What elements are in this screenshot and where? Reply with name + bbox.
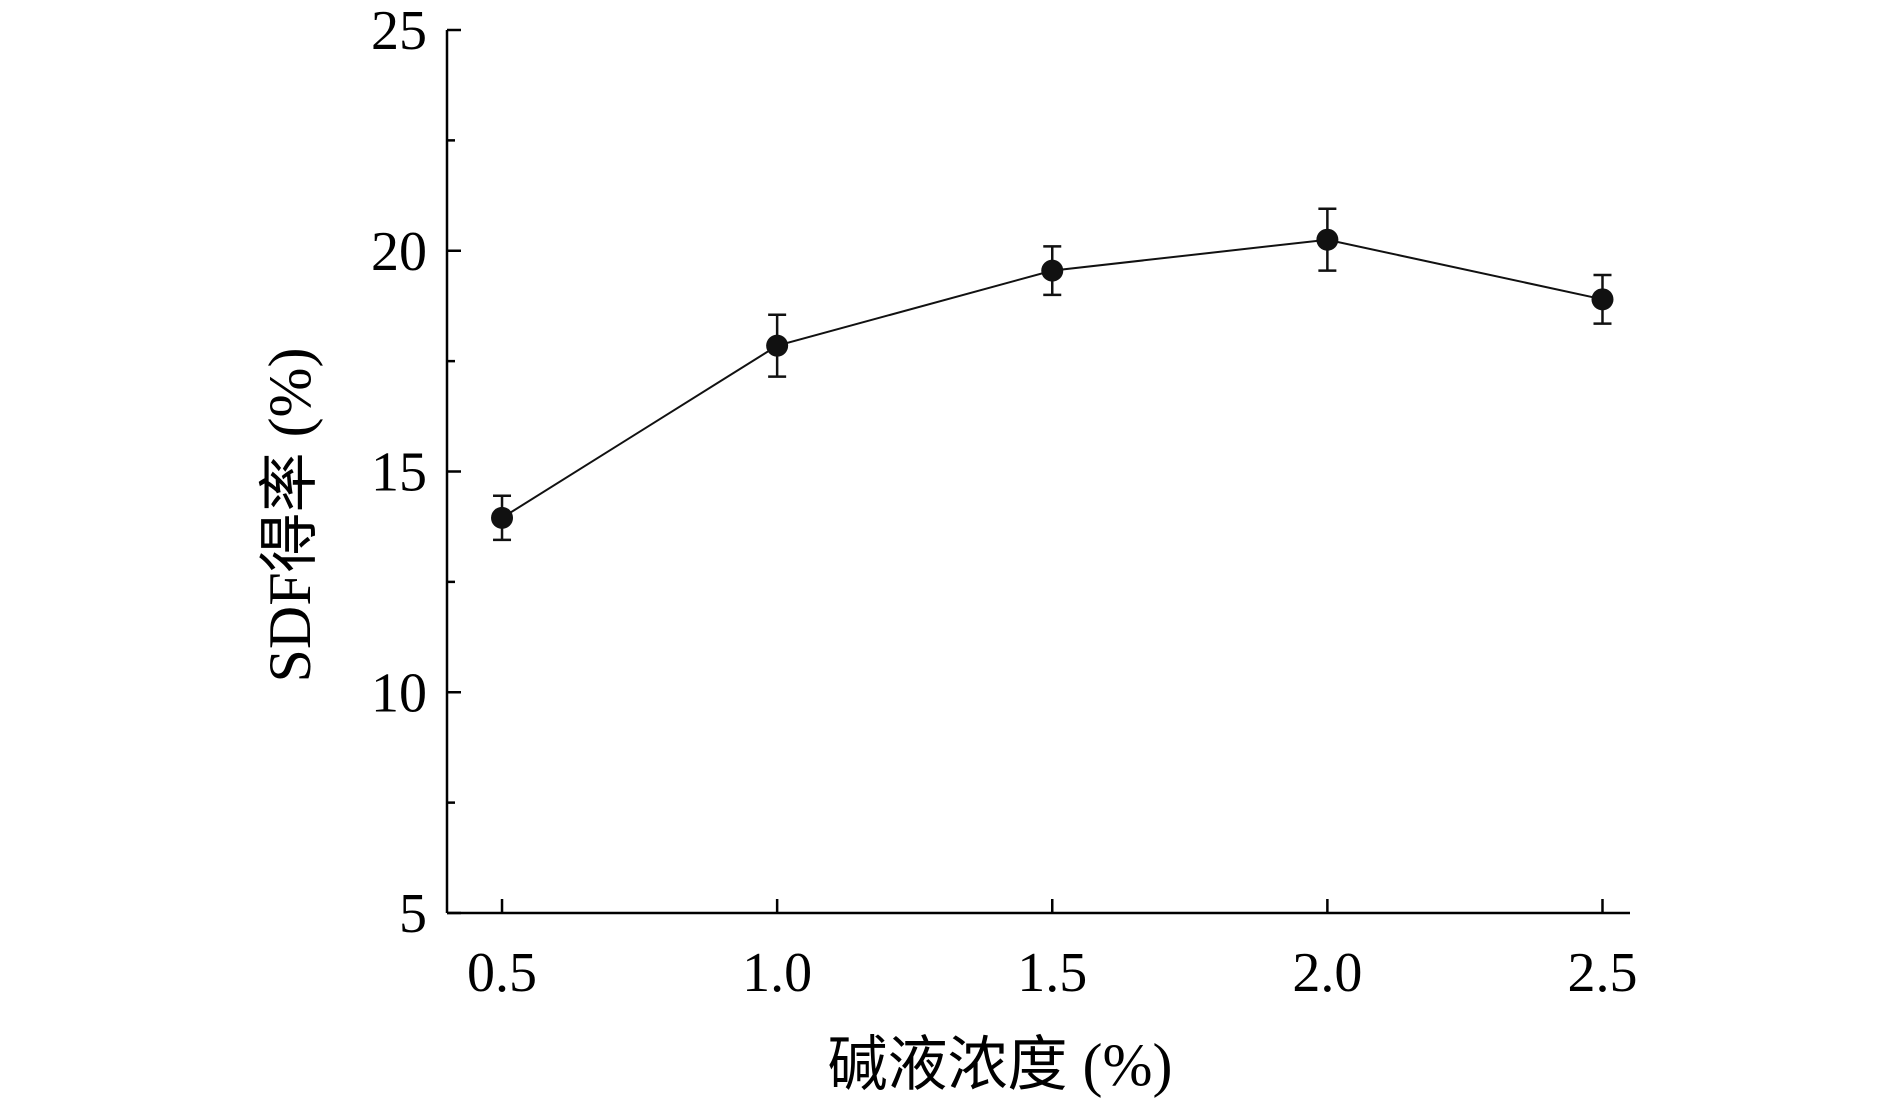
x-tick-label: 1.5 xyxy=(1017,942,1087,1004)
ticks: 5 10 15 20 25 0.5 1.0 1.5 2.0 2.5 xyxy=(371,0,1637,1004)
y-tick-label: 5 xyxy=(399,883,427,945)
y-tick-label: 25 xyxy=(371,0,427,62)
x-axis-title: 碱液浓度 (%) xyxy=(828,1032,1173,1098)
data-point xyxy=(766,334,789,357)
series xyxy=(491,207,1614,542)
y-tick-label: 10 xyxy=(371,662,427,724)
data-point xyxy=(1591,288,1614,311)
x-tick-label: 2.5 xyxy=(1567,942,1637,1004)
data-point xyxy=(1316,228,1339,251)
x-tick-label: 1.0 xyxy=(742,942,812,1004)
data-point xyxy=(491,506,514,529)
data-point xyxy=(1041,259,1064,282)
y-tick-label: 20 xyxy=(371,221,427,283)
y-tick-label: 15 xyxy=(371,442,427,504)
y-axis-title: SDF得率 (%) xyxy=(257,347,323,682)
axes xyxy=(445,30,1630,915)
x-tick-label: 0.5 xyxy=(467,942,537,1004)
x-tick-label: 2.0 xyxy=(1292,942,1362,1004)
